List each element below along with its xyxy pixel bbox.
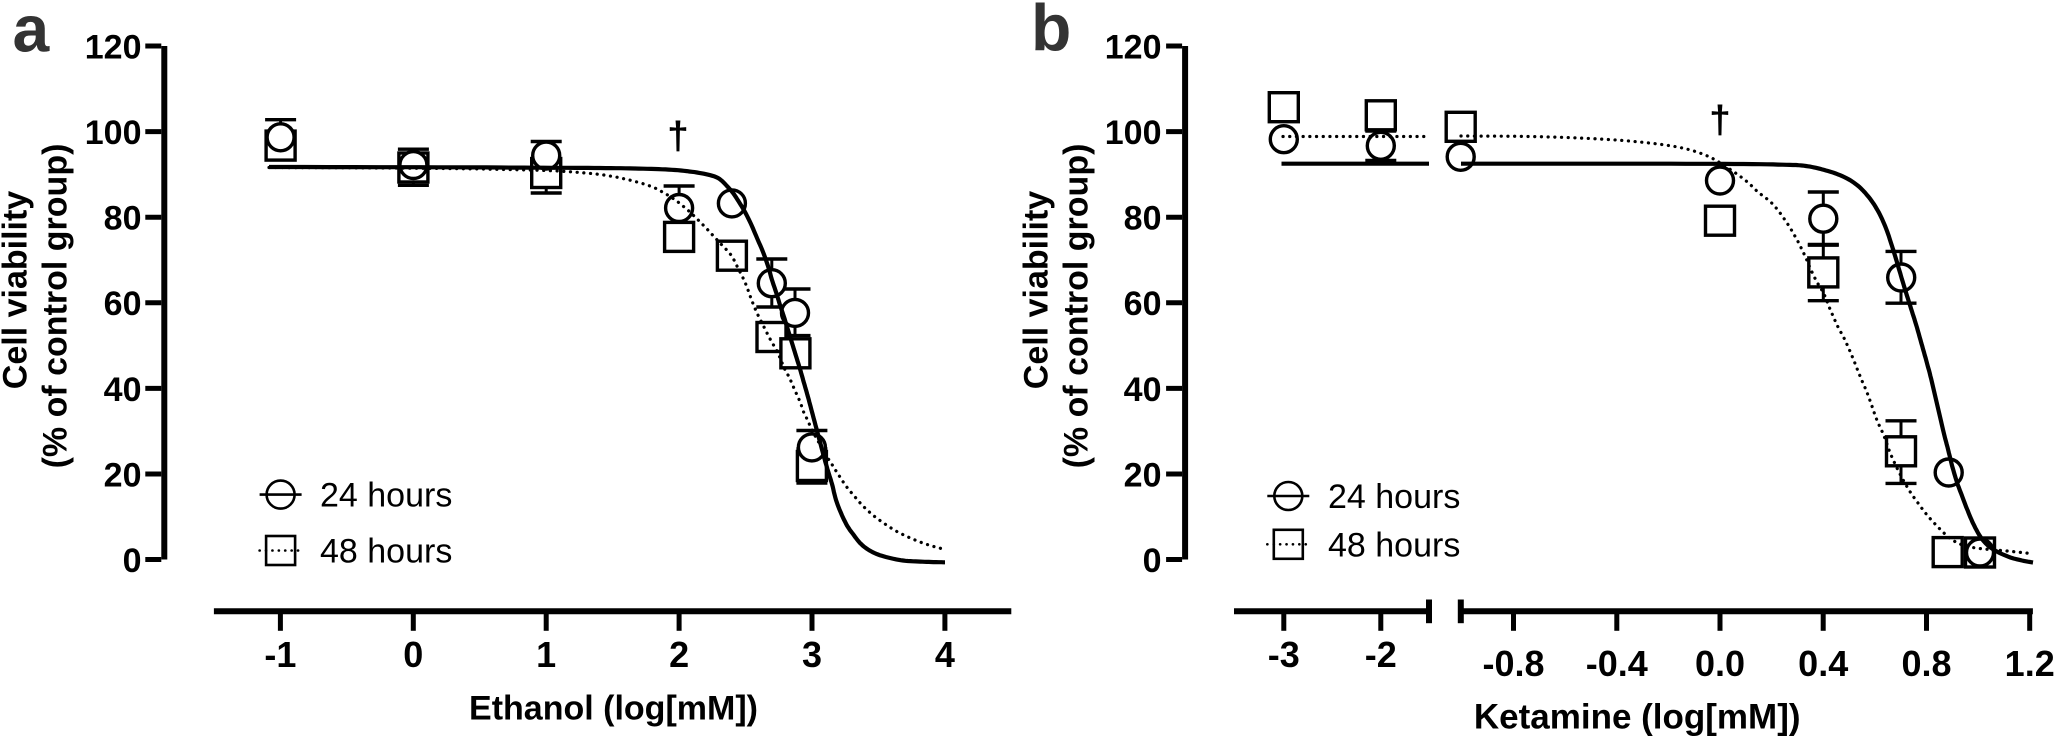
- svg-text:120: 120: [1105, 28, 1162, 66]
- svg-text:48 hours: 48 hours: [320, 533, 452, 571]
- svg-text:0.4: 0.4: [1798, 643, 1848, 684]
- svg-text:Cell viability: Cell viability: [1017, 191, 1055, 389]
- svg-text:b: b: [1031, 0, 1071, 64]
- svg-text:40: 40: [104, 371, 142, 409]
- svg-text:40: 40: [1124, 371, 1162, 409]
- svg-text:1.2: 1.2: [2005, 643, 2055, 684]
- svg-text:Ketamine (log[mM]): Ketamine (log[mM]): [1474, 698, 1801, 736]
- svg-text:a: a: [13, 0, 51, 66]
- svg-text:48 hours: 48 hours: [1328, 526, 1460, 564]
- svg-text:2: 2: [669, 634, 689, 675]
- svg-text:0.0: 0.0: [1695, 643, 1745, 684]
- svg-text:60: 60: [1124, 285, 1162, 323]
- svg-text:(% of control group): (% of control group): [1057, 144, 1095, 469]
- svg-text:-2: -2: [1365, 634, 1397, 675]
- svg-text:80: 80: [104, 200, 142, 238]
- svg-text:4: 4: [935, 634, 955, 675]
- svg-text:(% of control group): (% of control group): [37, 144, 75, 469]
- svg-text:†: †: [1709, 99, 1731, 142]
- svg-text:3: 3: [802, 634, 822, 675]
- svg-text:60: 60: [104, 285, 142, 323]
- svg-text:Cell viability: Cell viability: [0, 191, 35, 389]
- svg-text:-0.4: -0.4: [1586, 643, 1648, 684]
- svg-text:100: 100: [85, 114, 142, 152]
- svg-text:24 hours: 24 hours: [320, 477, 452, 515]
- svg-text:0: 0: [403, 634, 423, 675]
- svg-text:0: 0: [123, 542, 142, 580]
- svg-text:-1: -1: [264, 634, 296, 675]
- svg-text:20: 20: [104, 456, 142, 494]
- svg-text:20: 20: [1124, 456, 1162, 494]
- svg-text:24 hours: 24 hours: [1328, 478, 1460, 516]
- svg-text:-0.8: -0.8: [1482, 643, 1544, 684]
- svg-text:120: 120: [85, 28, 142, 66]
- svg-text:1: 1: [536, 634, 556, 675]
- svg-text:Ethanol (log[mM]): Ethanol (log[mM]): [469, 690, 758, 728]
- svg-text:0: 0: [1143, 542, 1162, 580]
- svg-text:100: 100: [1105, 114, 1162, 152]
- svg-text:80: 80: [1124, 200, 1162, 238]
- svg-text:-3: -3: [1268, 634, 1300, 675]
- svg-text:0.8: 0.8: [1901, 643, 1951, 684]
- svg-text:†: †: [667, 115, 689, 158]
